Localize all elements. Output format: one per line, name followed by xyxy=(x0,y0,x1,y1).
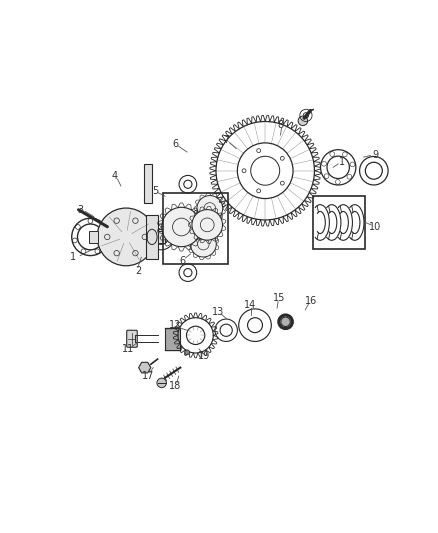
Text: 12: 12 xyxy=(169,320,181,330)
Text: 1: 1 xyxy=(339,157,345,167)
Text: 9: 9 xyxy=(372,150,378,160)
Circle shape xyxy=(185,350,190,354)
Text: 18: 18 xyxy=(169,381,181,391)
Text: 11: 11 xyxy=(122,344,134,354)
Text: 8: 8 xyxy=(277,120,283,130)
Circle shape xyxy=(192,209,223,240)
Circle shape xyxy=(298,116,307,126)
Text: 15: 15 xyxy=(272,293,285,303)
Text: 10: 10 xyxy=(369,222,381,232)
Text: 4: 4 xyxy=(111,171,117,181)
Bar xyxy=(163,193,228,264)
Text: 6: 6 xyxy=(172,139,178,149)
Polygon shape xyxy=(138,362,151,373)
Circle shape xyxy=(197,196,223,221)
Text: 17: 17 xyxy=(142,371,154,381)
Text: 5: 5 xyxy=(152,186,158,196)
Circle shape xyxy=(191,231,216,257)
Text: 14: 14 xyxy=(244,300,256,310)
Text: 3: 3 xyxy=(77,205,83,215)
Text: 19: 19 xyxy=(198,351,210,361)
Circle shape xyxy=(97,208,155,266)
Text: 7: 7 xyxy=(223,135,230,145)
Bar xyxy=(144,164,152,203)
Circle shape xyxy=(157,378,166,387)
Text: 6: 6 xyxy=(179,256,185,265)
FancyBboxPatch shape xyxy=(127,330,137,347)
Circle shape xyxy=(281,317,290,327)
Bar xyxy=(158,231,165,243)
Text: 2: 2 xyxy=(135,266,141,276)
Bar xyxy=(313,196,365,249)
Text: 1: 1 xyxy=(71,252,77,262)
Polygon shape xyxy=(146,215,158,259)
Text: 16: 16 xyxy=(305,296,317,306)
Text: 13: 13 xyxy=(212,306,224,317)
Circle shape xyxy=(162,207,201,247)
Bar xyxy=(166,328,180,350)
Bar xyxy=(88,231,98,243)
